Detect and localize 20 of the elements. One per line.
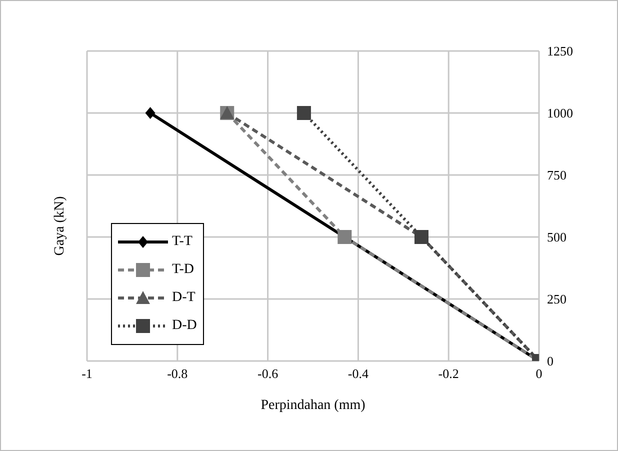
x-tick-label: -0.6 bbox=[258, 366, 279, 382]
legend-label: D-T bbox=[172, 290, 196, 306]
y-tick-label: 750 bbox=[547, 168, 566, 183]
y-tick-label: 1250 bbox=[547, 44, 573, 59]
x-axis-title: Perpindahan (mm) bbox=[260, 398, 366, 413]
x-tick-label: -0.2 bbox=[438, 366, 459, 382]
legend-label: T-T bbox=[172, 234, 192, 250]
x-tick-label: 0 bbox=[536, 366, 542, 382]
point bbox=[296, 106, 311, 120]
x-tick-label: -0.8 bbox=[167, 366, 188, 382]
legend-label: D-D bbox=[172, 318, 197, 334]
y-tick-label: 0 bbox=[547, 354, 554, 369]
point bbox=[145, 107, 156, 119]
x-tick-label: -0.4 bbox=[348, 366, 369, 382]
legend-label: T-D bbox=[172, 262, 194, 278]
y-tick-label: 1000 bbox=[547, 106, 573, 121]
y-axis-title: Gaya (kN) bbox=[53, 196, 69, 256]
y-tick-label: 500 bbox=[547, 230, 566, 245]
y-tick-label: 250 bbox=[547, 292, 566, 307]
x-tick-label: -1 bbox=[82, 366, 92, 382]
